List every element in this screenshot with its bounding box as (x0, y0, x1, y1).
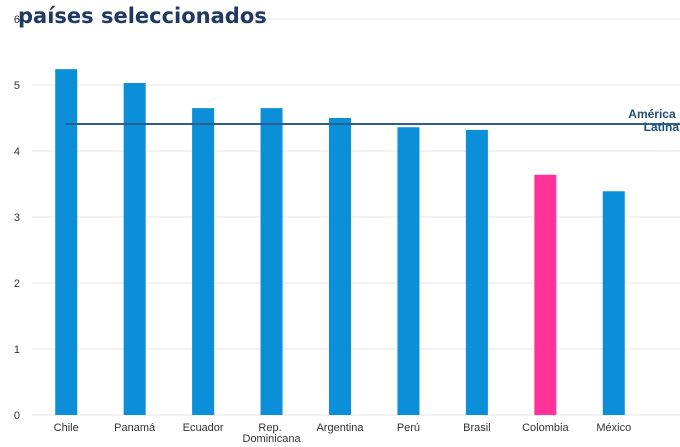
x-tick-label: Argentina (316, 422, 364, 434)
y-tick-label: 3 (14, 212, 20, 224)
y-tick-label: 5 (14, 80, 20, 92)
bar (260, 108, 283, 415)
x-tick-label: Ecuador (183, 422, 224, 434)
bar (465, 129, 488, 415)
x-tick-label: Chile (54, 422, 79, 434)
x-tick-label: México (596, 422, 631, 434)
bar (123, 83, 146, 416)
plot-area: 0 1 2 3 4 5 6 Chile Panamá Ecuador Rep. Dominicana… (14, 14, 680, 445)
chart-title: países seleccionados (18, 4, 267, 28)
bar (534, 174, 557, 415)
reference-label: América Latina (628, 107, 679, 134)
bar (55, 69, 78, 415)
bar (329, 118, 351, 415)
bar (397, 127, 420, 416)
x-tick-label: Colombia (522, 422, 569, 434)
x-tick-label: Brasil (463, 422, 491, 434)
bar (602, 191, 625, 415)
y-tick-label: 2 (14, 278, 20, 290)
x-tick-label: Rep. Dominicana (243, 422, 302, 445)
y-tick-label: 6 (14, 14, 20, 26)
y-tick-label: 0 (14, 410, 20, 422)
bar (192, 108, 215, 415)
x-tick-label: Perú (397, 422, 420, 434)
y-tick-label: 4 (14, 146, 20, 158)
x-tick-label: Panamá (114, 422, 156, 434)
y-tick-label: 1 (14, 344, 20, 356)
